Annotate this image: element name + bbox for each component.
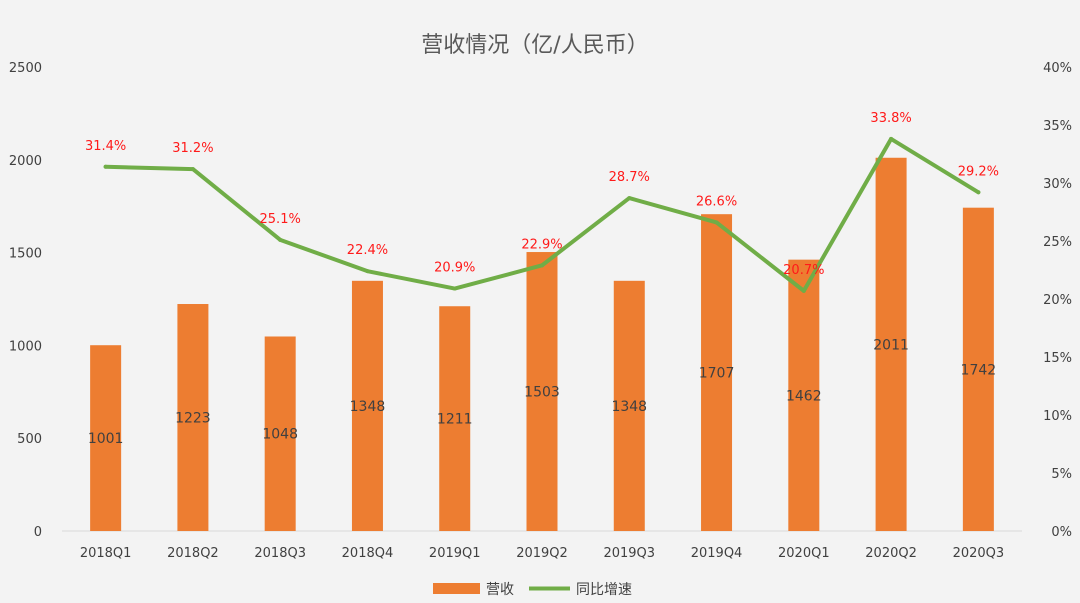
- y-left-tick-label: 500: [17, 432, 42, 447]
- x-tick-label: 2018Q4: [342, 546, 394, 561]
- y-right-tick-label: 30%: [1043, 177, 1072, 192]
- bar-value-label: 1348: [611, 399, 647, 415]
- growth-rate-point: [976, 190, 981, 195]
- bar-value-label: 1348: [350, 399, 386, 415]
- x-tick-label: 2019Q1: [429, 546, 481, 561]
- bar: [526, 252, 558, 531]
- bar: [90, 345, 122, 531]
- growth-rate-point: [278, 237, 283, 242]
- y-right-tick-label: 25%: [1043, 235, 1072, 250]
- bar: [701, 214, 733, 532]
- growth-rate-point: [452, 286, 457, 291]
- growth-rate-point: [627, 196, 632, 201]
- bar-value-label: 1503: [524, 385, 560, 401]
- bar: [613, 280, 645, 531]
- growth-rate-point: [365, 269, 370, 274]
- growth-rate-label: 22.9%: [521, 237, 562, 252]
- growth-rate-point: [889, 136, 894, 141]
- bar: [875, 157, 907, 531]
- growth-rate-point: [540, 263, 544, 268]
- y-right-tick-label: 35%: [1043, 119, 1072, 134]
- bar-value-label: 1462: [786, 388, 822, 404]
- growth-rate-label: 31.2%: [172, 141, 213, 156]
- bar-value-label: 2011: [873, 337, 909, 353]
- legend: 营收 同比增速: [433, 582, 632, 598]
- x-tick-label: 2019Q4: [691, 546, 743, 561]
- y-left-tick-label: 2000: [9, 154, 42, 169]
- y-left-tick-label: 1500: [9, 247, 42, 262]
- y-right-tick-label: 10%: [1043, 409, 1072, 424]
- y-left-tick-label: 1000: [9, 339, 42, 354]
- growth-rate-point: [190, 167, 195, 172]
- legend-label-growth: 同比增速: [576, 582, 632, 598]
- bar: [439, 306, 471, 531]
- bar-labels: 1001 1223 1048 1348 1211 1503 1348 1707 1462 2011…: [88, 337, 996, 447]
- y-right-tick-label: 20%: [1043, 293, 1072, 308]
- x-tick-label: 2018Q1: [80, 546, 132, 561]
- y-right-tick-label: 15%: [1043, 351, 1072, 366]
- x-tick-label: 2018Q3: [254, 546, 306, 561]
- y-right-tick-label: 0%: [1051, 525, 1072, 540]
- bar-series: [90, 157, 994, 532]
- growth-rate-point: [103, 164, 108, 169]
- left-axis: 0 500 1000 1500 2000 2500: [9, 61, 42, 540]
- growth-rate-point: [714, 220, 719, 225]
- bar-value-label: 1001: [88, 431, 124, 447]
- growth-rate-label: 25.1%: [260, 212, 301, 227]
- bar-value-label: 1048: [262, 427, 298, 443]
- bar-value-label: 1211: [437, 412, 473, 428]
- growth-rate-label: 29.2%: [958, 164, 999, 179]
- y-left-tick-label: 0: [34, 525, 42, 540]
- growth-rate-label: 31.4%: [85, 139, 126, 154]
- chart-title: 营收情况（亿/人民币）: [421, 33, 648, 58]
- bar: [962, 207, 994, 531]
- x-tick-label: 2019Q2: [516, 546, 568, 561]
- bar: [351, 280, 383, 531]
- y-right-tick-label: 5%: [1051, 467, 1072, 482]
- bar: [177, 304, 209, 531]
- x-axis-ticks: 2018Q1 2018Q2 2018Q3 2018Q4 2019Q1 2019Q2 2019…: [80, 546, 1004, 561]
- x-tick-label: 2020Q1: [778, 546, 830, 561]
- bar-value-label: 1223: [175, 411, 211, 427]
- right-axis: 0% 5% 10% 15% 20% 25% 30% 35% 40%: [1043, 61, 1072, 540]
- growth-rate-point: [801, 288, 806, 293]
- rate-labels: 31.4% 31.2% 25.1% 22.4% 20.9% 22.9% 28.7% 26.6%…: [85, 111, 999, 278]
- x-tick-label: 2019Q3: [603, 546, 655, 561]
- y-left-tick-label: 2500: [9, 61, 42, 76]
- line-series: [103, 136, 981, 293]
- bar: [264, 336, 296, 531]
- x-tick-label: 2020Q3: [953, 546, 1005, 561]
- bar: [788, 259, 820, 531]
- growth-rate-label: 26.6%: [696, 194, 737, 209]
- growth-rate-label: 20.9%: [434, 261, 475, 276]
- legend-label-revenue: 营收: [486, 582, 514, 598]
- legend-swatch-revenue: [433, 583, 480, 594]
- x-tick-label: 2018Q2: [167, 546, 219, 561]
- growth-rate-label: 22.4%: [347, 243, 388, 258]
- growth-rate-label: 20.7%: [783, 263, 824, 278]
- growth-rate-label: 33.8%: [870, 111, 911, 126]
- bar-value-label: 1742: [961, 362, 997, 378]
- bar-value-label: 1707: [699, 366, 735, 382]
- growth-rate-label: 28.7%: [609, 170, 650, 185]
- x-tick-label: 2020Q2: [865, 546, 917, 561]
- y-right-tick-label: 40%: [1043, 61, 1072, 76]
